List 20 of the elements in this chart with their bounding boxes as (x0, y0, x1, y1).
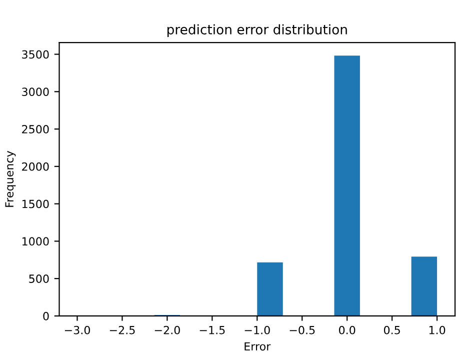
x-tick-label: −2.5 (110, 326, 135, 334)
y-tick-label: 1000 (22, 237, 49, 246)
y-axis-title: Frequency (5, 150, 16, 207)
y-tick-label: 1500 (22, 200, 49, 208)
x-tick-label: 1.0 (429, 326, 446, 334)
y-tick-label: 0 (43, 312, 49, 320)
x-tick-label: 0.0 (338, 326, 356, 334)
y-tick-label: 3500 (22, 50, 49, 59)
x-axis-title: Error (244, 342, 271, 351)
chart-title: prediction error distribution (167, 24, 347, 38)
y-tick-label: 3000 (22, 88, 49, 96)
x-tick-label: −3.0 (64, 326, 90, 334)
x-tick-label: 0.5 (384, 326, 400, 334)
y-tick-label: 500 (29, 274, 49, 283)
x-tick-label: −2.0 (154, 326, 180, 334)
x-tick-label: −1.5 (200, 326, 225, 334)
y-tick-label: 2500 (22, 125, 49, 134)
y-tick-label: 2000 (22, 162, 49, 171)
x-tick-label: −1.0 (244, 326, 270, 334)
x-tick-label: −0.5 (290, 326, 315, 334)
